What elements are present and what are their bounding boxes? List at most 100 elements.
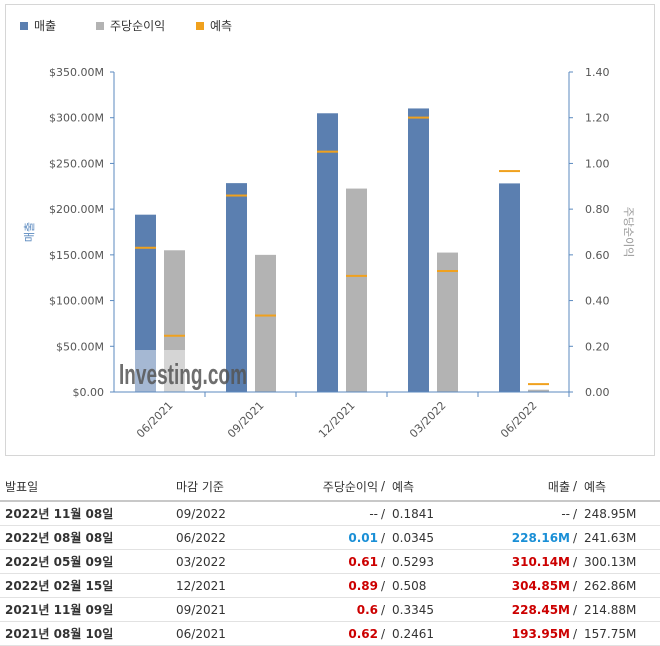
cell-eps-sep: / xyxy=(378,501,388,526)
y-right-tick-label: 0.80 xyxy=(585,203,610,216)
x-tick-label: 06/2021 xyxy=(134,399,176,441)
cell-date-value: 2022년 05월 09일 xyxy=(5,555,114,569)
y-right-tick-label: 0.60 xyxy=(585,249,610,262)
cell-revenue-forecast: 214.88M xyxy=(580,597,660,622)
cell-revenue-sep: / xyxy=(570,573,580,598)
cell-revenue-sep: / xyxy=(570,621,580,646)
cell-revenue-value: -- xyxy=(561,506,570,521)
cell-eps-forecast-value: 0.1841 xyxy=(392,506,434,521)
cell-revenue-value: 228.45M xyxy=(511,602,570,617)
eps-forecast-marker xyxy=(528,383,549,386)
cell-revenue-value: 310.14M xyxy=(511,554,570,569)
cell-revenue-forecast-value: 300.13M xyxy=(584,554,637,569)
chart-plot: $0.00 $50.00M $100.00M $150.00M $200.00M $250… xyxy=(23,66,635,441)
cell-eps-forecast: 0.1841 xyxy=(388,501,478,526)
y-right-tick-label: 1.40 xyxy=(585,66,610,79)
cell-period: 03/2022 xyxy=(176,549,302,574)
cell-revenue-forecast-value: 248.95M xyxy=(584,506,637,521)
legend-swatch-forecast xyxy=(196,22,204,30)
y-left-tick-label: $300.00M xyxy=(49,112,104,125)
cell-eps-sep: / xyxy=(378,573,388,598)
legend-item-revenue[interactable]: 매출 xyxy=(20,17,56,34)
header-period[interactable]: 마감 기준 xyxy=(176,472,302,502)
header-eps[interactable]: 주당순이익 xyxy=(302,472,378,502)
table-row: 2021년 11월 09일 09/2021 0.6/0.3345 228.45M/21… xyxy=(0,597,660,622)
cell-revenue-sep: / xyxy=(570,525,580,550)
cell-eps-forecast-value: 0.2461 xyxy=(392,626,434,641)
cell-period: 06/2022 xyxy=(176,525,302,550)
revenue-bar xyxy=(135,214,156,392)
cell-eps: 0.6 xyxy=(302,597,378,622)
cell-eps-forecast: 0.5293 xyxy=(388,549,478,574)
table-row: 2022년 11월 08일 09/2022 --/0.1841 --/248.95M xyxy=(0,501,660,526)
cell-eps-sep: / xyxy=(378,525,388,550)
cell-eps-value: 0.61 xyxy=(348,554,378,569)
y-right-tick-label: 0.40 xyxy=(585,295,610,308)
y-right-tick-label: 1.20 xyxy=(585,112,610,125)
y-left-tick-label: $0.00 xyxy=(73,386,105,399)
cell-eps-forecast-value: 0.0345 xyxy=(392,530,434,545)
revenue-bar xyxy=(226,183,247,392)
cell-date-value: 2021년 11월 09일 xyxy=(5,603,114,617)
cell-revenue-sep: / xyxy=(570,597,580,622)
eps-forecast-marker xyxy=(346,274,367,277)
legend-item-forecast[interactable]: 예측 xyxy=(196,17,232,34)
table-header-row: 발표일 마감 기준 주당순이익 / 예측 매출 / 예측 xyxy=(0,472,660,502)
y-right-tick-label: 0.00 xyxy=(585,386,610,399)
cell-eps-forecast: 0.3345 xyxy=(388,597,478,622)
cell-revenue-value: 304.85M xyxy=(511,578,570,593)
header-revenue-sep: / xyxy=(570,472,580,502)
y-left-tick-label: $100.00M xyxy=(49,295,104,308)
cell-period: 12/2021 xyxy=(176,573,302,598)
header-revenue[interactable]: 매출 xyxy=(478,472,570,502)
cell-date: 2021년 11월 09일 xyxy=(0,597,176,622)
cell-revenue-value: 193.95M xyxy=(511,626,570,641)
cell-period-value: 06/2022 xyxy=(176,530,226,545)
y-left-axis-title: 매출 xyxy=(23,222,36,242)
cell-eps-value: 0.01 xyxy=(348,530,378,545)
cell-revenue: 304.85M xyxy=(478,573,570,598)
eps-forecast-marker xyxy=(437,270,458,273)
legend-item-eps[interactable]: 주당순이익 xyxy=(96,17,165,34)
cell-eps-forecast-value: 0.508 xyxy=(392,578,427,593)
cell-date: 2022년 08월 08일 xyxy=(0,525,176,550)
cell-revenue: 310.14M xyxy=(478,549,570,574)
cell-revenue: -- xyxy=(478,501,570,526)
cell-date: 2022년 11월 08일 xyxy=(0,501,176,526)
cell-period-value: 09/2022 xyxy=(176,506,226,521)
cell-date: 2021년 08월 10일 xyxy=(0,621,176,646)
header-eps-forecast[interactable]: 예측 xyxy=(388,472,478,502)
cell-revenue-forecast-value: 157.75M xyxy=(584,626,637,641)
cell-revenue-forecast: 157.75M xyxy=(580,621,660,646)
revenue-bar xyxy=(499,183,520,392)
earnings-table: 발표일 마감 기준 주당순이익 / 예측 매출 / 예측 2022년 11월 0… xyxy=(0,472,660,646)
y-left-tick-label: $50.00M xyxy=(56,340,104,353)
cell-date-value: 2022년 02월 15일 xyxy=(5,579,114,593)
y-left-tick-label: $150.00M xyxy=(49,249,104,262)
cell-date-value: 2021년 08월 10일 xyxy=(5,627,114,641)
y-right-tick-label: 0.20 xyxy=(585,340,610,353)
cell-eps-forecast: 0.508 xyxy=(388,573,478,598)
cell-date: 2022년 05월 09일 xyxy=(0,549,176,574)
cell-revenue-sep: / xyxy=(570,501,580,526)
cell-eps: -- xyxy=(302,501,378,526)
header-revenue-forecast[interactable]: 예측 xyxy=(580,472,660,502)
cell-eps: 0.01 xyxy=(302,525,378,550)
cell-period: 06/2021 xyxy=(176,621,302,646)
revenue-forecast-marker xyxy=(499,170,520,173)
legend-label-revenue: 매출 xyxy=(34,19,57,33)
table-row: 2022년 02월 15일 12/2021 0.89/0.508 304.85M/26… xyxy=(0,573,660,598)
y-right-tick-label: 1.00 xyxy=(585,157,610,170)
header-date[interactable]: 발표일 xyxy=(0,472,176,502)
cell-revenue-sep: / xyxy=(570,549,580,574)
cell-date-value: 2022년 11월 08일 xyxy=(5,507,114,521)
cell-revenue-forecast: 248.95M xyxy=(580,501,660,526)
y-left-tick-label: $200.00M xyxy=(49,203,104,216)
x-tick-label: 06/2022 xyxy=(498,399,540,441)
cell-period-value: 09/2021 xyxy=(176,602,226,617)
cell-eps-value: 0.89 xyxy=(348,578,378,593)
cell-period-value: 12/2021 xyxy=(176,578,226,593)
cell-revenue: 193.95M xyxy=(478,621,570,646)
eps-bar xyxy=(164,250,185,392)
cell-eps-sep: / xyxy=(378,549,388,574)
